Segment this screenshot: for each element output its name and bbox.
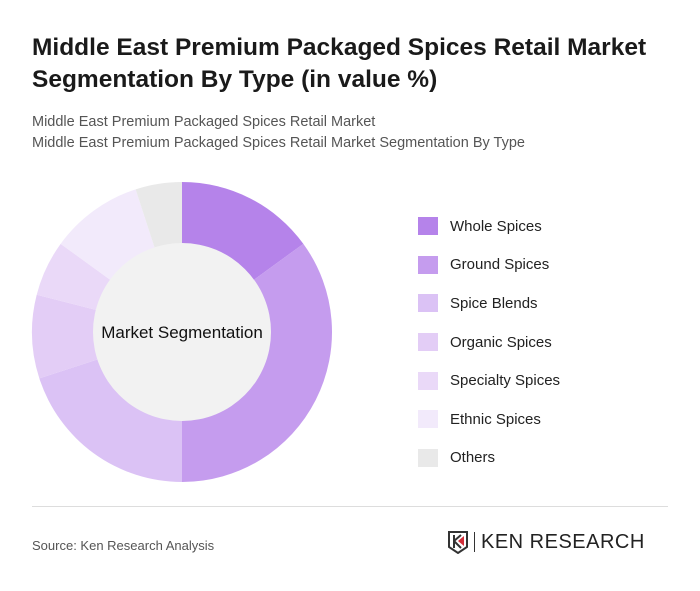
- divider: [32, 506, 668, 507]
- legend-swatch: [418, 410, 438, 429]
- legend-item[interactable]: Spice Blends: [418, 284, 560, 323]
- logo-shield-icon: [448, 531, 468, 554]
- legend-item[interactable]: Ground Spices: [418, 246, 560, 285]
- legend-swatch: [418, 448, 438, 467]
- donut-chart: Market Segmentation: [32, 182, 332, 482]
- legend-label: Ethnic Spices: [450, 410, 541, 428]
- subtitle-2: Middle East Premium Packaged Spices Reta…: [32, 135, 525, 151]
- legend-label: Ground Spices: [450, 256, 550, 274]
- legend-item[interactable]: Organic Spices: [418, 323, 560, 362]
- source-note: Source: Ken Research Analysis: [32, 538, 215, 553]
- subtitle-1: Middle East Premium Packaged Spices Reta…: [32, 114, 376, 130]
- ken-research-logo: KEN RESEARCH: [447, 530, 645, 554]
- legend: Whole Spices Ground Spices Spice Blends Org…: [418, 207, 560, 477]
- legend-swatch: [418, 294, 438, 313]
- donut-center: [93, 243, 271, 421]
- legend-item[interactable]: Whole Spices: [418, 207, 560, 246]
- legend-item[interactable]: Others: [418, 439, 560, 478]
- legend-label: Organic Spices: [450, 333, 552, 351]
- legend-swatch: [418, 333, 438, 352]
- legend-label: Spice Blends: [450, 294, 538, 312]
- logo-text: KEN RESEARCH: [481, 530, 645, 553]
- legend-swatch: [418, 217, 438, 236]
- legend-swatch: [418, 255, 438, 274]
- legend-label: Specialty Spices: [450, 372, 561, 390]
- legend-label: Others: [450, 449, 496, 467]
- legend-item[interactable]: Ethnic Spices: [418, 400, 560, 439]
- center-label: Market Segmentation: [101, 323, 263, 342]
- legend-label: Whole Spices: [450, 217, 542, 235]
- legend-item[interactable]: Specialty Spices: [418, 361, 560, 400]
- chart-title: Middle East Premium Packaged Spices Reta…: [32, 34, 647, 93]
- legend-swatch: [418, 371, 438, 390]
